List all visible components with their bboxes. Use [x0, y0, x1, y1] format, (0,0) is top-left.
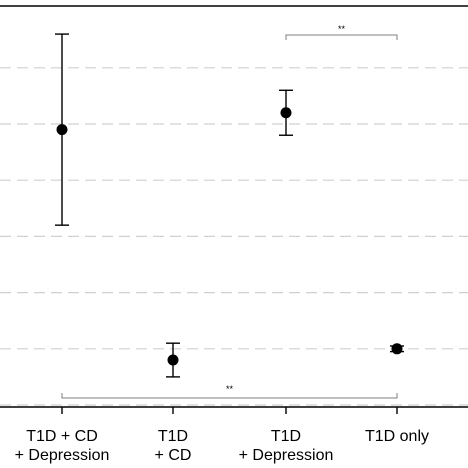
data-points — [56, 107, 403, 366]
x-tick-label-line1-0: T1D + CD — [26, 428, 98, 445]
x-axis-ticks — [61, 407, 398, 414]
significance-bracket-1 — [61, 393, 398, 399]
significance-brackets: ** ** — [61, 24, 398, 399]
data-point-3 — [391, 343, 403, 355]
x-tick-label-1: T1D + CD — [155, 428, 192, 464]
x-tick-label-3: T1D only — [365, 428, 429, 445]
gridlines — [0, 67, 468, 406]
significance-label-0: ** — [338, 24, 346, 34]
x-tick-label-2: T1D + Depression — [239, 428, 334, 464]
error-bars — [55, 33, 404, 378]
x-tick-label-line2-2: + Depression — [239, 447, 334, 464]
data-point-2 — [280, 107, 292, 119]
x-tick-label-line1-1: T1D — [158, 428, 188, 445]
significance-bracket-0 — [285, 34, 398, 40]
x-tick-label-0: T1D + CD + Depression — [15, 428, 110, 464]
data-point-1 — [167, 354, 179, 366]
significance-label-1: ** — [226, 384, 234, 394]
x-tick-label-line2-1: + CD — [155, 447, 192, 464]
data-point-0 — [56, 124, 68, 136]
x-tick-label-line2-0: + Depression — [15, 447, 110, 464]
x-tick-label-line1-2: T1D — [271, 428, 301, 445]
x-tick-label-line1-3: T1D only — [365, 428, 429, 445]
x-axis-labels: T1D + CD + Depression T1D + CD T1D + Depressi… — [15, 428, 429, 464]
